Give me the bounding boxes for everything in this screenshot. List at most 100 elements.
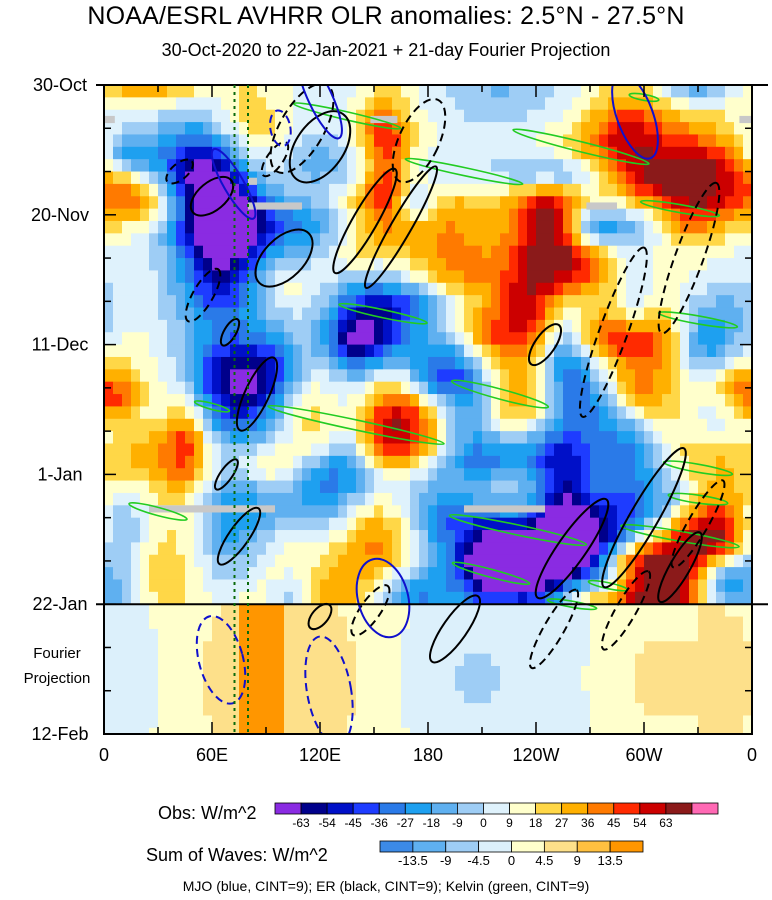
field-cell — [374, 146, 384, 160]
field-cell — [203, 196, 213, 210]
field-cell — [572, 295, 582, 309]
field-cell — [680, 134, 690, 148]
field-cell — [401, 554, 411, 568]
field-cell — [257, 85, 267, 98]
field-cell — [158, 406, 168, 420]
field-cell — [194, 431, 204, 444]
field-cell — [554, 245, 564, 259]
field-cell — [464, 678, 474, 692]
field-cell — [428, 344, 438, 358]
field-cell — [194, 418, 204, 432]
field-cell — [734, 270, 744, 284]
field-cell — [140, 220, 150, 234]
field-cell — [500, 517, 510, 531]
field-cell — [203, 183, 213, 197]
field-cell — [419, 220, 429, 234]
field-cell — [221, 604, 231, 618]
field-cell — [581, 332, 591, 346]
field-cell — [266, 542, 276, 556]
field-cell — [617, 443, 627, 457]
field-cell — [194, 356, 204, 370]
field-cell — [473, 109, 483, 123]
field-cell — [230, 616, 240, 630]
contour-legend: MJO (blue, CINT=9); ER (black, CINT=9); … — [182, 878, 590, 894]
field-cell — [437, 85, 447, 98]
field-cell — [491, 480, 501, 494]
field-cell — [536, 196, 546, 210]
field-cell — [275, 492, 285, 506]
field-cell — [284, 307, 294, 321]
field-cell — [419, 258, 429, 271]
field-cell — [680, 579, 690, 593]
field-cell — [212, 616, 222, 630]
field-cell — [158, 295, 168, 309]
field-cell — [194, 332, 204, 346]
field-cell — [536, 109, 546, 123]
field-cell — [545, 171, 555, 185]
field-cell — [608, 146, 618, 160]
field-cell — [572, 517, 582, 531]
field-cell — [419, 567, 429, 580]
field-cell — [329, 183, 339, 197]
field-cell — [446, 282, 456, 296]
field-cell — [410, 418, 420, 432]
field-cell — [437, 591, 447, 605]
field-cell — [554, 554, 564, 568]
field-cell — [716, 220, 726, 234]
field-cell — [491, 134, 501, 148]
field-cell — [320, 319, 330, 333]
field-cell — [329, 703, 339, 716]
field-cell — [455, 356, 465, 370]
field-cell — [383, 394, 393, 407]
field-cell — [599, 530, 609, 543]
field-cell — [698, 628, 708, 642]
field-cell — [266, 282, 276, 296]
field-cell — [635, 282, 645, 296]
colorbar-swatch — [535, 802, 563, 815]
field-cell — [698, 517, 708, 531]
field-cell — [725, 171, 735, 185]
field-cell — [482, 307, 492, 321]
field-cell — [356, 183, 366, 197]
field-cell — [581, 628, 591, 642]
field-cell — [581, 468, 591, 482]
field-cell — [149, 233, 159, 247]
field-cell — [158, 530, 168, 543]
field-cell — [653, 344, 663, 358]
er-contour — [429, 594, 481, 664]
field-cell — [698, 122, 708, 135]
field-cell — [167, 356, 177, 370]
field-cell — [653, 369, 663, 383]
field-cell — [194, 480, 204, 494]
field-cell — [464, 554, 474, 568]
field-cell — [365, 220, 375, 234]
field-cell — [464, 109, 474, 123]
field-cell — [374, 666, 384, 679]
field-cell — [599, 109, 609, 123]
field-cell — [302, 530, 312, 543]
field-cell — [545, 381, 555, 395]
field-cell — [428, 727, 438, 734]
field-cell — [347, 122, 357, 135]
field-cell — [743, 270, 752, 284]
field-cell — [374, 159, 384, 173]
field-cell — [527, 196, 537, 210]
field-cell — [455, 159, 465, 173]
field-cell — [581, 183, 591, 197]
field-cell — [383, 517, 393, 531]
field-cell — [167, 369, 177, 383]
field-cell — [428, 220, 438, 234]
mjo-contour — [195, 614, 247, 705]
field-cell — [347, 282, 357, 296]
field-cell — [689, 406, 699, 420]
field-cell — [446, 146, 456, 160]
field-cell — [419, 542, 429, 556]
field-cell — [203, 319, 213, 333]
field-cell — [266, 418, 276, 432]
field-cell — [698, 183, 708, 197]
field-cell — [401, 468, 411, 482]
field-cell — [392, 295, 402, 309]
field-cell — [374, 394, 384, 407]
field-cell — [122, 616, 132, 630]
field-cell — [653, 666, 663, 679]
